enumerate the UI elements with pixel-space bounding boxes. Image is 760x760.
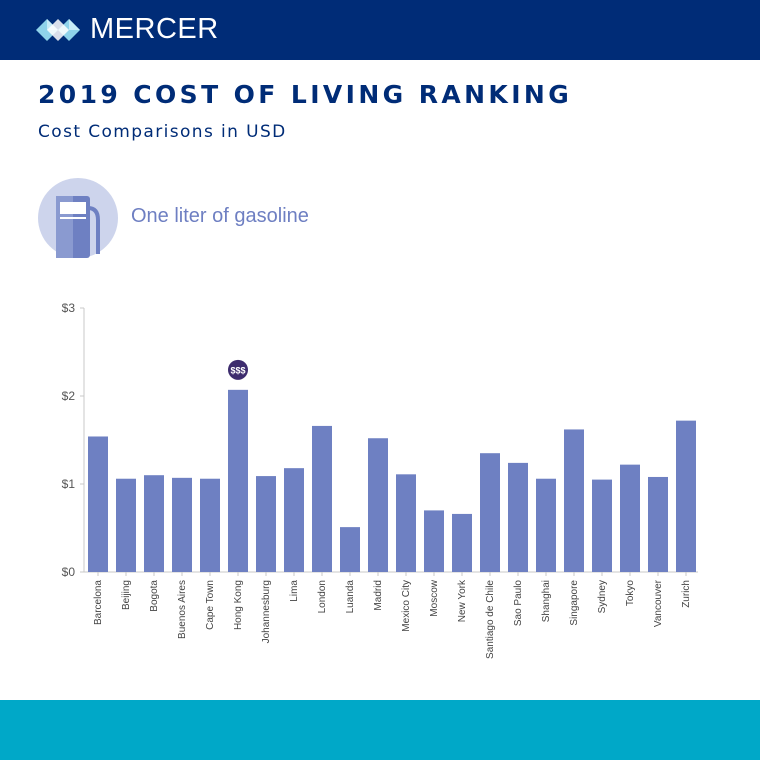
x-tick-label: Buenos Aires xyxy=(177,580,188,639)
annotation-badge xyxy=(228,359,248,380)
bar xyxy=(88,436,108,572)
page-subtitle: Cost Comparisons in USD xyxy=(38,122,287,142)
x-tick-label: Beijing xyxy=(121,580,132,610)
y-tick-label: $2 xyxy=(62,389,76,403)
bar xyxy=(200,478,220,572)
bar xyxy=(536,478,556,572)
bar xyxy=(424,510,444,572)
bar xyxy=(396,474,416,572)
bar xyxy=(116,478,136,572)
gas-pump-icon xyxy=(38,178,118,258)
x-tick-label: Mexico City xyxy=(401,580,412,632)
y-tick-label: $0 xyxy=(62,565,76,579)
annotation-label: $$$ xyxy=(230,365,245,375)
bar xyxy=(620,464,640,572)
chart-label: One liter of gasoline xyxy=(131,205,309,227)
x-tick-label: Sao Paulo xyxy=(513,580,524,627)
header-bar: MERCER xyxy=(0,0,760,60)
bar xyxy=(172,477,192,572)
x-tick-label: Zurich xyxy=(681,580,692,608)
x-tick-label: London xyxy=(317,580,328,613)
bar xyxy=(144,475,164,572)
x-tick-label: Shanghai xyxy=(541,580,552,622)
x-tick-label: Sydney xyxy=(597,580,608,613)
bar xyxy=(228,389,248,572)
bar xyxy=(508,462,528,572)
bar xyxy=(676,420,696,572)
mercer-logo-icon xyxy=(36,19,80,41)
x-tick-label: Madrid xyxy=(373,580,384,611)
x-tick-label: Tokyo xyxy=(625,580,636,607)
bar xyxy=(564,429,584,572)
gasoline-bar-chart: $0 $1 $2 $3 Barcelona Beijing Bogota Buenos Air… xyxy=(62,301,698,659)
x-tick-label: Santiago de Chile xyxy=(485,580,496,659)
bar xyxy=(312,425,332,572)
y-tick-label: $3 xyxy=(62,301,76,315)
x-tick-label: New York xyxy=(457,579,468,622)
page-title: 2019 COST OF LIVING RANKING xyxy=(38,80,573,109)
x-tick-label: Moscow xyxy=(429,579,440,616)
bar xyxy=(340,527,360,572)
bar xyxy=(480,453,500,572)
x-tick-label: Singapore xyxy=(569,580,580,626)
bar xyxy=(284,468,304,572)
x-tick-label: Bogota xyxy=(149,580,160,612)
bar xyxy=(256,476,276,572)
bar xyxy=(592,479,612,572)
bar xyxy=(368,438,388,572)
bar xyxy=(648,476,668,572)
x-tick-label: Vancouver xyxy=(653,579,664,627)
brand-name: MERCER xyxy=(90,13,219,45)
x-tick-label: Johannesburg xyxy=(261,580,272,643)
x-tick-label: Lima xyxy=(289,580,300,602)
bar xyxy=(452,513,472,572)
x-tick-label: Luanda xyxy=(345,580,356,614)
x-tick-label: Cape Town xyxy=(205,580,216,630)
x-tick-label: Hong Kong xyxy=(233,580,244,630)
y-tick-label: $1 xyxy=(62,477,76,491)
x-tick-label: Barcelona xyxy=(93,580,104,625)
footer-bar xyxy=(0,700,760,760)
